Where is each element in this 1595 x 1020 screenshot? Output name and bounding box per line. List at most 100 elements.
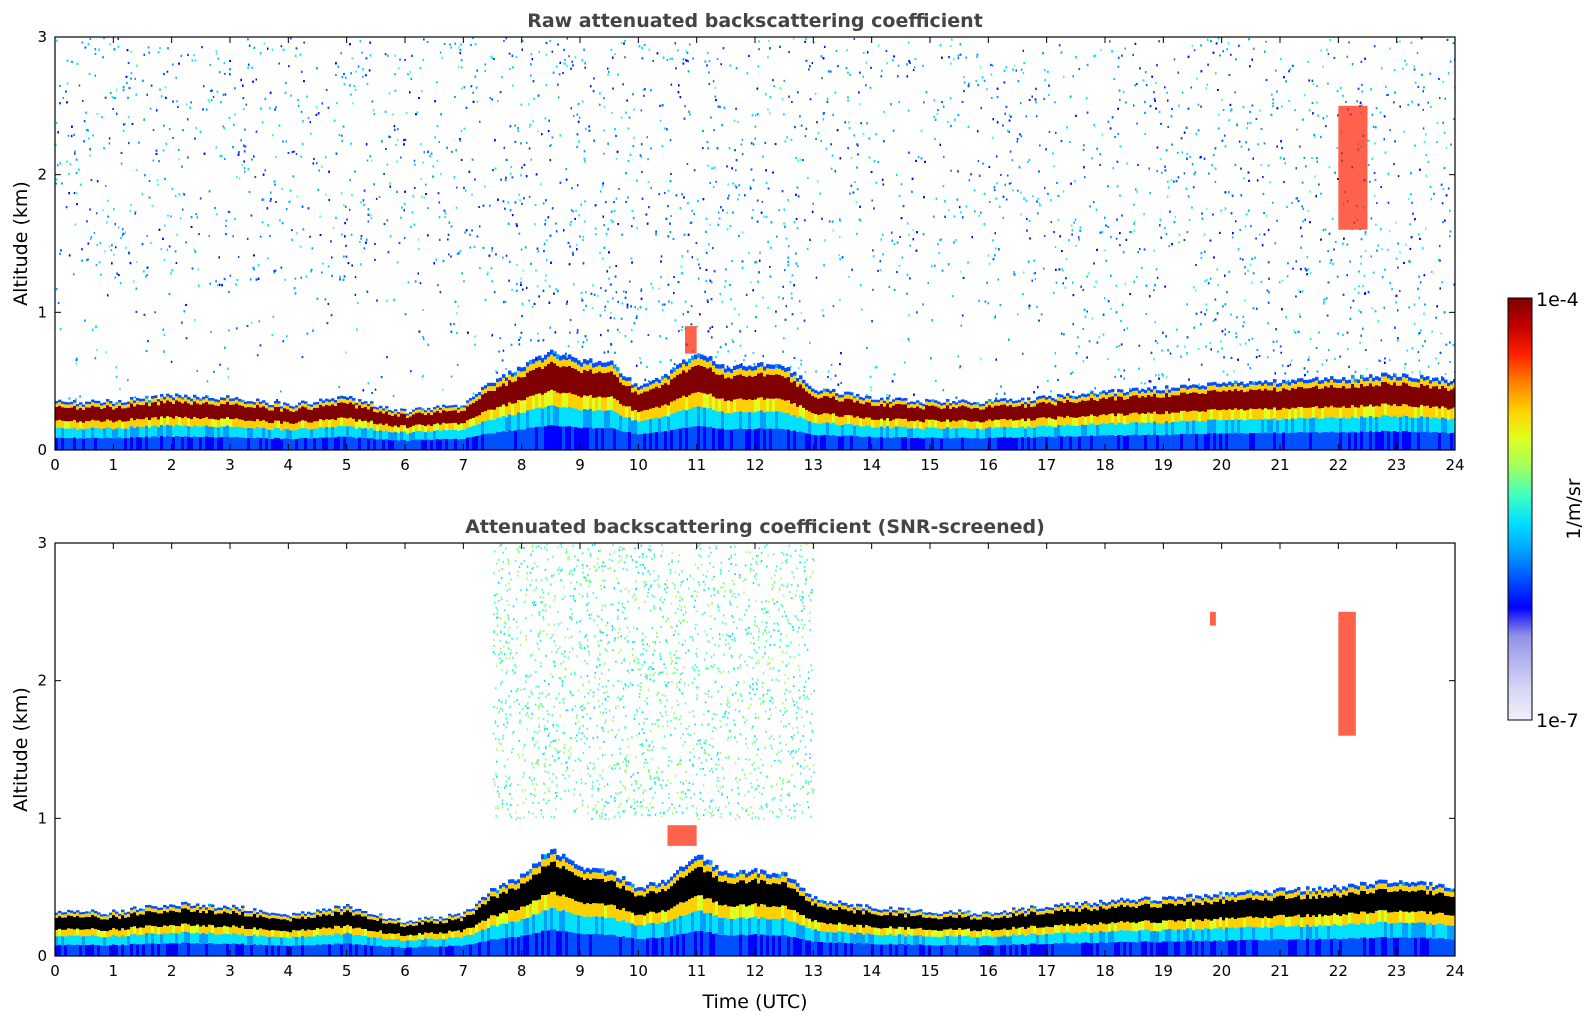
heat-cell (529, 427, 533, 450)
noise-cell (1035, 115, 1038, 118)
heat-cell (325, 398, 329, 402)
heat-cell (64, 404, 68, 408)
heat-cell (484, 420, 488, 434)
heat-cell (286, 405, 290, 410)
heat-cell (733, 365, 737, 371)
heat-cell (418, 430, 422, 440)
heat-cell (847, 394, 851, 399)
heat-cell (67, 404, 71, 408)
noise-cell (1013, 64, 1016, 67)
heat-cell (655, 377, 659, 382)
heat-cell (394, 414, 398, 426)
heat-cell (565, 407, 569, 427)
heat-cell (484, 411, 488, 421)
heat-cell (1042, 436, 1046, 450)
heat-cell (952, 437, 956, 450)
heat-cell (463, 410, 467, 424)
heat-cell (187, 426, 191, 437)
heat-cell (475, 400, 479, 417)
heat-cell (697, 391, 701, 407)
heat-cell (994, 405, 998, 420)
heat-cell (1309, 407, 1313, 419)
heat-cell (247, 437, 251, 450)
heat-cell (844, 398, 848, 415)
noise-cell (190, 101, 192, 104)
heat-cell (730, 429, 734, 450)
heat-cell (1240, 389, 1244, 409)
heat-cell (259, 420, 263, 429)
noise-cell (74, 150, 76, 153)
heat-cell (319, 404, 323, 420)
heat-cell (940, 428, 944, 439)
heat-cell (1132, 412, 1136, 423)
heat-cell (865, 398, 869, 403)
noise-cell (573, 115, 575, 118)
heat-cell (625, 386, 629, 407)
noise-cell (927, 282, 929, 285)
heat-cell (742, 365, 746, 371)
heat-cell (559, 360, 563, 368)
heat-cell (1285, 389, 1289, 409)
heat-cell (130, 426, 134, 437)
noise-cell (1002, 216, 1004, 219)
heat-cell (460, 429, 464, 439)
heat-cell (1441, 377, 1445, 381)
heat-cell (1246, 409, 1250, 420)
heat-cell (694, 392, 698, 408)
heat-cell (703, 426, 707, 450)
heat-cell (1318, 432, 1322, 450)
heat-cell (181, 426, 185, 437)
noise-cell (1129, 230, 1131, 233)
heat-cell (982, 429, 986, 439)
heat-cell (1231, 433, 1235, 450)
heat-cell (157, 419, 161, 428)
noise-cell (778, 209, 780, 212)
heat-cell (1168, 422, 1172, 435)
heat-cell (676, 374, 680, 399)
noise-cell (716, 58, 719, 61)
noise-cell (450, 46, 453, 49)
heat-cell (1174, 395, 1178, 413)
heat-cell (1243, 433, 1247, 450)
heat-cell (1375, 416, 1379, 432)
heat-cell (1165, 393, 1169, 412)
heat-cell (1093, 393, 1097, 397)
heat-cell (1192, 433, 1196, 450)
heat-cell (64, 428, 68, 438)
heat-cell (1105, 392, 1109, 395)
heat-cell (631, 392, 635, 411)
heat-cell (1411, 386, 1415, 407)
heat-cell (802, 418, 806, 433)
heat-cell (979, 406, 983, 410)
heat-cell (1363, 417, 1367, 432)
heat-cell (1306, 432, 1310, 450)
heat-cell (415, 424, 419, 431)
heat-cell (286, 438, 290, 450)
heat-cell (838, 401, 842, 417)
heat-cell (841, 425, 845, 437)
heat-cell (718, 411, 722, 429)
heat-cell (1279, 419, 1283, 434)
heat-cell (694, 359, 698, 366)
heat-cell (1156, 423, 1160, 436)
heat-cell (1282, 407, 1286, 419)
noise-cell (686, 163, 689, 166)
heat-cell (1144, 392, 1148, 398)
heat-cell (1204, 421, 1208, 435)
heat-cell (781, 399, 785, 413)
heat-cell (670, 369, 674, 374)
heat-cell (292, 439, 296, 450)
heat-cell (967, 437, 971, 450)
heat-cell (412, 431, 416, 440)
heat-cell (952, 401, 956, 404)
noise-cell (1376, 202, 1378, 205)
heat-cell (637, 394, 641, 413)
noise-cell (672, 367, 674, 370)
heat-cell (1069, 398, 1073, 402)
heat-cell (1210, 382, 1214, 386)
heat-cell (946, 401, 950, 406)
noise-cell (296, 195, 299, 198)
noise-cell (166, 70, 169, 73)
heat-cell (1318, 408, 1322, 419)
heat-cell (700, 365, 704, 393)
